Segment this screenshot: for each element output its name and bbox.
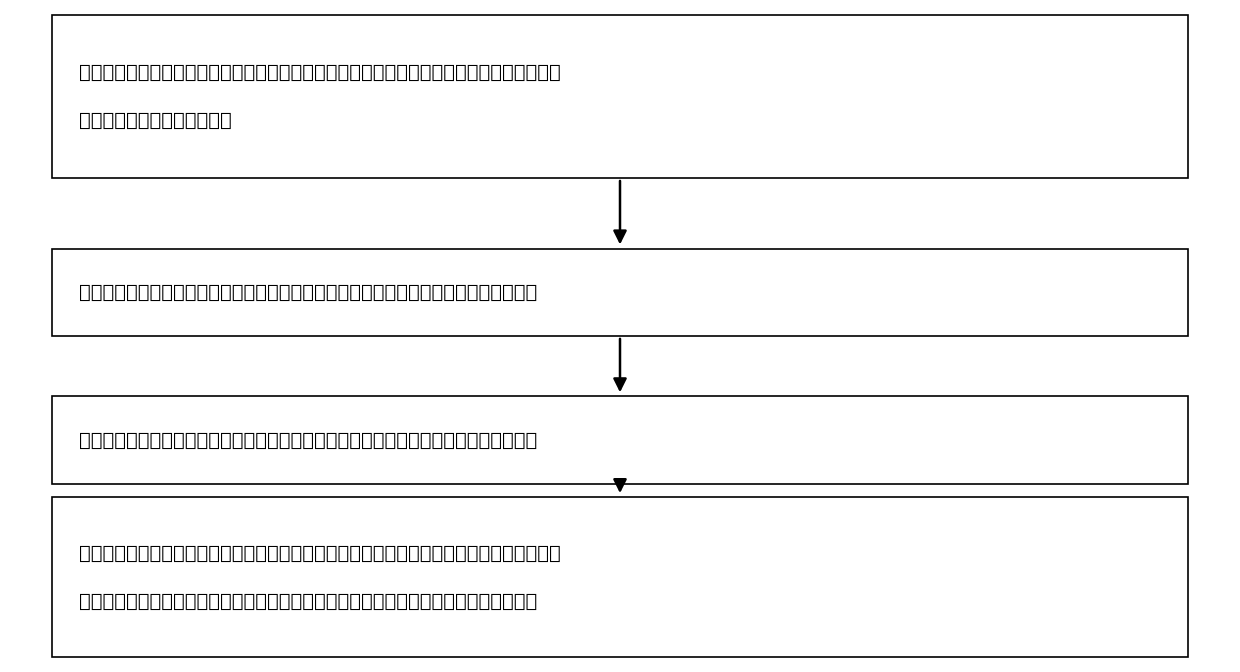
Text: 获取振动疲劳性虚拟测试装置: 获取振动疲劳性虚拟测试装置: [79, 112, 232, 130]
Bar: [52, 15, 1188, 178]
Bar: [52, 249, 1188, 336]
Text: 在虚拟电池包的固有频率和模态阵型下向振动疲劳性虚拟测试装置施加实际振动激励载荷: 在虚拟电池包的固有频率和模态阵型下向振动疲劳性虚拟测试装置施加实际振动激励载荷: [79, 431, 538, 450]
Bar: [52, 497, 1188, 657]
Text: 劳参数阈值范围条件，若符合，则存储电池包初始参数，作为电池包设计参数设计电池包: 劳参数阈值范围条件，若符合，则存储电池包初始参数，作为电池包设计参数设计电池包: [79, 592, 538, 611]
Bar: [52, 396, 1188, 484]
Text: 计算虚拟电池包在实际振动激励载荷下的振动疲劳参数，并判断振动疲劳参数是否符合振动疲: 计算虚拟电池包在实际振动激励载荷下的振动疲劳参数，并判断振动疲劳参数是否符合振动…: [79, 544, 562, 562]
Text: 构建包括虚拟电池包、虚拟振动试验台和虚拟电池包与虚拟振动试验台之间的虚拟连接件，以: 构建包括虚拟电池包、虚拟振动试验台和虚拟电池包与虚拟振动试验台之间的虚拟连接件，…: [79, 62, 562, 81]
Text: 在试验振动频率范围内对虚拟电池包进行模态计算，获取虚拟电池包固有频率和模态阵型: 在试验振动频率范围内对虚拟电池包进行模态计算，获取虚拟电池包固有频率和模态阵型: [79, 283, 538, 302]
